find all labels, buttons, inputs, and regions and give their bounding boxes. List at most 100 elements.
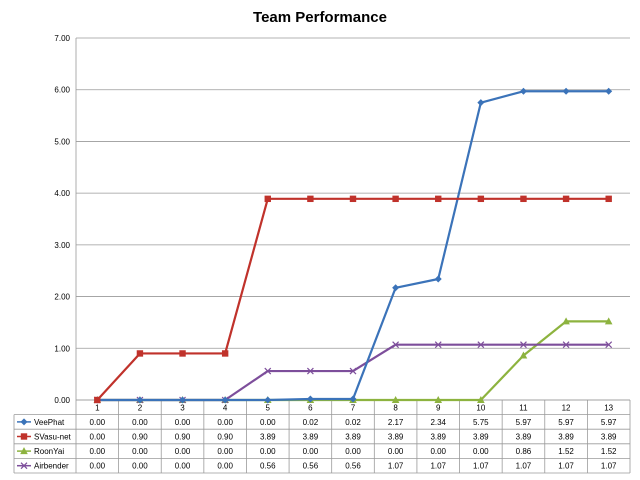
data-point — [392, 284, 400, 292]
table-cell: 0.00 — [473, 447, 489, 456]
table-cell: 0.00 — [90, 418, 106, 427]
legend-key — [17, 447, 31, 455]
x-tick-label: 5 — [266, 403, 271, 412]
data-point-stroke — [349, 367, 357, 375]
y-tick-label: 4.00 — [54, 189, 70, 198]
data-point — [179, 350, 186, 357]
table-cell: 0.00 — [132, 462, 148, 471]
data-point — [434, 396, 443, 403]
data-point — [477, 396, 485, 403]
table-cell: 0.00 — [260, 418, 276, 427]
data-point-stroke — [520, 341, 527, 349]
table-cell: 0.02 — [303, 418, 319, 427]
table-cell: 0.00 — [90, 447, 106, 456]
data-point — [20, 418, 28, 426]
table-cell: 0.00 — [430, 447, 446, 456]
table-cell: 0.00 — [217, 418, 233, 427]
table-cell: 2.34 — [430, 418, 446, 427]
data-point — [605, 341, 613, 349]
data-point-stroke — [306, 367, 314, 375]
data-point — [264, 396, 272, 404]
x-tick-label: 10 — [476, 403, 485, 412]
data-point — [519, 87, 527, 95]
table-cell: 0.56 — [260, 462, 276, 471]
data-point — [349, 195, 357, 203]
table-cell: 0.00 — [388, 447, 404, 456]
table-cell: 5.97 — [601, 418, 617, 427]
data-point — [179, 396, 187, 404]
x-tick-label: 3 — [180, 403, 185, 412]
data-point — [306, 395, 314, 403]
y-tick-label: 5.00 — [54, 137, 70, 146]
data-point — [604, 317, 613, 325]
x-tick-label: 4 — [223, 403, 228, 412]
table-cell: 5.75 — [473, 418, 489, 427]
data-point — [20, 447, 28, 455]
table-cell: 0.00 — [175, 418, 191, 427]
legend-label: RoonYai — [34, 447, 64, 456]
data-point — [562, 87, 570, 95]
table-cell: 0.00 — [345, 447, 361, 456]
table-cell: 1.52 — [558, 447, 574, 456]
series-svasu-net — [94, 195, 612, 404]
chart-title: Team Performance — [253, 9, 387, 26]
table-cell: 1.07 — [601, 462, 617, 471]
table-cell: 0.90 — [217, 433, 233, 442]
table-cell: 0.00 — [175, 462, 191, 471]
table-cell: 1.07 — [473, 462, 489, 471]
x-tick-label: 8 — [393, 403, 398, 412]
data-point — [392, 195, 399, 203]
data-point — [605, 87, 613, 95]
data-point — [20, 433, 28, 440]
series-roonyai — [93, 317, 613, 403]
legend-label: SVasu-net — [34, 433, 72, 442]
y-tick-label: 0.00 — [54, 396, 70, 405]
data-point-stroke — [392, 341, 400, 349]
series-veephat — [93, 87, 613, 404]
legend-key — [17, 418, 31, 426]
table-cell: 1.07 — [430, 462, 446, 471]
data-point — [391, 396, 400, 403]
series-lines — [93, 87, 613, 404]
data-point — [562, 341, 570, 349]
table-cell: 0.00 — [132, 447, 148, 456]
table-cell: 0.00 — [175, 447, 191, 456]
data-point-stroke — [264, 367, 272, 375]
data-point — [307, 195, 314, 203]
table-cell: 3.89 — [303, 433, 319, 442]
data-point — [349, 367, 357, 375]
x-tick-label: 13 — [604, 403, 613, 412]
data-point — [264, 367, 272, 375]
data-point — [20, 462, 28, 470]
legend-key — [17, 462, 31, 470]
x-tick-label: 2 — [138, 403, 143, 412]
legend-label: Airbender — [34, 462, 69, 471]
data-point-stroke — [605, 341, 613, 349]
data-point — [519, 351, 528, 359]
table-cell: 0.00 — [90, 433, 106, 442]
x-tick-label: 11 — [519, 403, 528, 412]
table-cell: 0.00 — [217, 462, 233, 471]
data-point-stroke — [434, 341, 442, 349]
data-point — [221, 396, 229, 404]
table-cell: 1.07 — [516, 462, 532, 471]
y-tick-label: 2.00 — [54, 293, 70, 302]
x-tick-label: 9 — [436, 403, 441, 412]
data-point — [434, 341, 442, 349]
table-cell: 0.86 — [516, 447, 532, 456]
table-cell: 3.89 — [473, 433, 489, 442]
data-point — [520, 341, 527, 349]
x-tick-label: 12 — [562, 403, 571, 412]
table-cell: 3.89 — [601, 433, 617, 442]
data-point — [392, 341, 400, 349]
table-cell: 3.89 — [516, 433, 532, 442]
table-cell: 0.56 — [303, 462, 319, 471]
data-point — [477, 99, 485, 107]
x-tick-label: 1 — [95, 403, 100, 412]
table-cell: 2.17 — [388, 418, 404, 427]
table-cell: 3.89 — [558, 433, 574, 442]
x-tick-label: 6 — [308, 403, 313, 412]
table-cell: 0.90 — [132, 433, 148, 442]
